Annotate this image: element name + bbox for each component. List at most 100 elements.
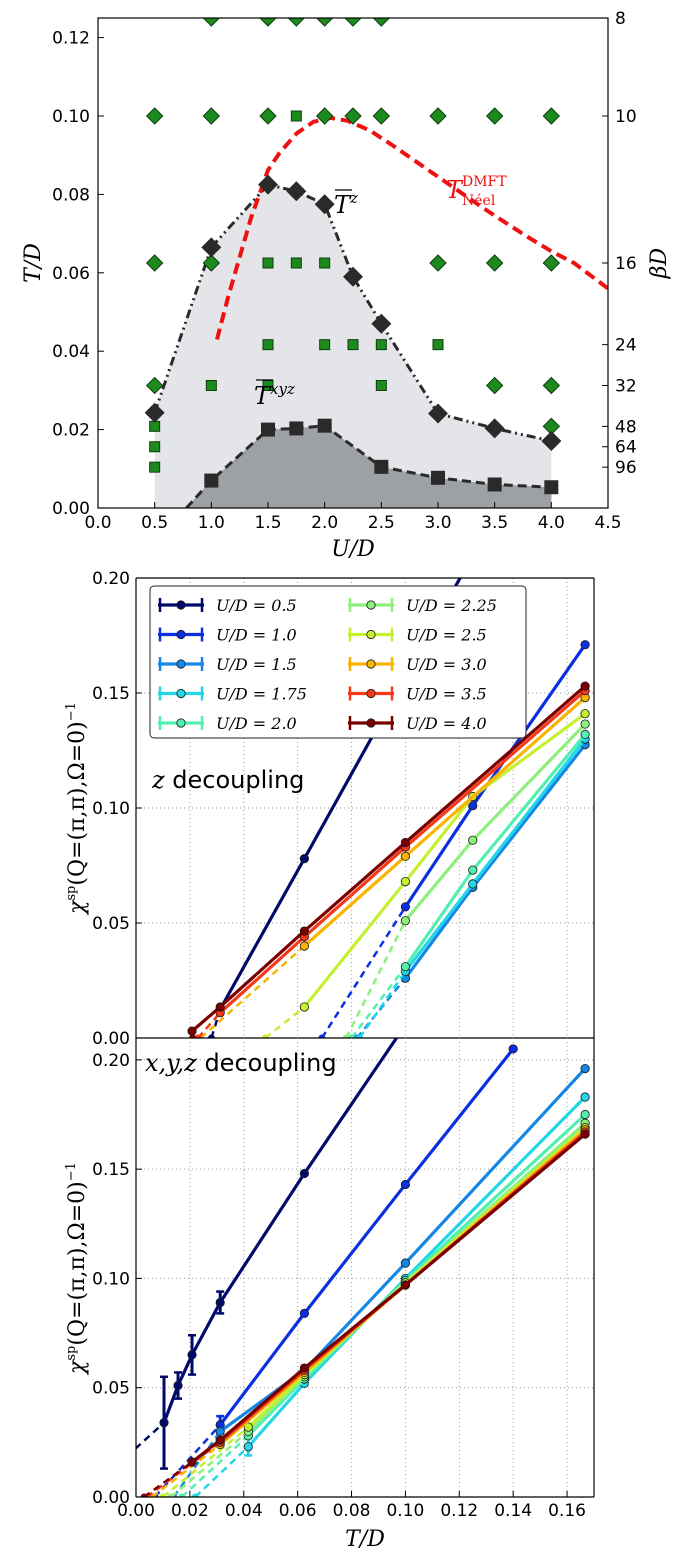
data-point bbox=[580, 681, 590, 691]
data-point bbox=[468, 865, 478, 875]
legend-box bbox=[149, 585, 527, 739]
y-tick-label: 0.20 bbox=[92, 569, 130, 589]
legend-label: U/D = 1.75 bbox=[216, 685, 307, 704]
y2-tick-label: 10 bbox=[615, 107, 637, 127]
tz-marker bbox=[201, 237, 222, 258]
y-tick-label: 0.05 bbox=[92, 1379, 130, 1399]
data-point bbox=[580, 729, 590, 740]
dmft-square-marker bbox=[149, 461, 161, 473]
y-tick-label: 0.00 bbox=[92, 1029, 130, 1049]
x-tick-label: 0.02 bbox=[171, 1501, 209, 1521]
zero-marker bbox=[207, 1034, 215, 1038]
y-tick-label: 0.10 bbox=[52, 107, 90, 127]
data-point bbox=[215, 1426, 225, 1437]
data-point bbox=[400, 1179, 411, 1190]
x-tick-label: 0.10 bbox=[386, 1501, 424, 1521]
x-tick-label: 1.5 bbox=[254, 513, 281, 533]
zero-marker bbox=[356, 1034, 364, 1038]
y-tick-label: 0.02 bbox=[52, 421, 90, 441]
bottom-x-axis-label: T/D bbox=[345, 1527, 385, 1552]
legend-label: U/D = 2.5 bbox=[406, 626, 487, 645]
x-tick-label: 0.14 bbox=[494, 1501, 532, 1521]
extrapolation-line bbox=[350, 965, 407, 1038]
txyz-annotation: Txyz bbox=[254, 380, 295, 410]
dmft-diamond-marker bbox=[145, 376, 164, 395]
data-point bbox=[243, 1442, 253, 1452]
data-point bbox=[400, 1258, 411, 1268]
dmft-diamond-marker bbox=[344, 107, 362, 125]
y2-tick-label: 32 bbox=[615, 377, 637, 397]
txyz-marker bbox=[289, 421, 304, 436]
x-axis-label: U/D bbox=[331, 537, 375, 562]
legend-swatch-marker bbox=[176, 659, 186, 669]
txyz-marker bbox=[261, 422, 275, 437]
x-tick-label: 2.0 bbox=[311, 513, 338, 533]
top-plot-area bbox=[144, 18, 608, 508]
x-tick-label: 3.0 bbox=[424, 513, 451, 533]
zero-marker bbox=[178, 1493, 186, 1497]
series-line bbox=[219, 1067, 587, 1433]
series-line bbox=[218, 1047, 515, 1426]
dmft-square-marker bbox=[205, 380, 217, 391]
legend-label: U/D = 3.0 bbox=[406, 655, 487, 674]
data-point bbox=[159, 1418, 169, 1428]
zero-marker bbox=[348, 1034, 356, 1038]
legend-swatch-marker bbox=[366, 600, 376, 610]
legend-label: U/D = 1.5 bbox=[216, 655, 297, 674]
data-point bbox=[401, 1021, 409, 1029]
z-decoupling-note: z decoupling bbox=[151, 766, 304, 794]
tz-marker bbox=[428, 403, 448, 424]
data-point bbox=[173, 1380, 183, 1391]
x-tick-label: 4.0 bbox=[538, 513, 565, 533]
dmft-square-marker bbox=[375, 380, 387, 391]
dmft-diamond-marker bbox=[485, 376, 504, 395]
extrapolation-line bbox=[358, 970, 407, 1038]
chi-y-label-bot: χsp(Q=(π,π),Ω=0)−1 bbox=[64, 1162, 90, 1376]
extrapolation-line bbox=[180, 1434, 250, 1497]
data-point bbox=[187, 1457, 197, 1467]
x-tick-label: 1.0 bbox=[198, 513, 225, 533]
y2-tick-label: 48 bbox=[615, 417, 637, 437]
data-point bbox=[400, 916, 411, 926]
z-decoupling-panel: 0.00 0.05 0.10 0.15 0.20 z decoupling χsp(Q=(π… bbox=[64, 569, 595, 1049]
x-tick-label: 0.00 bbox=[117, 1501, 155, 1521]
data-point bbox=[215, 1297, 225, 1308]
x-tick-label: 2.5 bbox=[368, 513, 395, 533]
x-tick-label: 0.0 bbox=[84, 513, 111, 533]
tneel-curve bbox=[215, 115, 608, 340]
data-point bbox=[400, 902, 411, 912]
legend-swatch-marker bbox=[366, 629, 376, 640]
legend-label: U/D = 0.5 bbox=[216, 596, 297, 615]
txyz-marker bbox=[431, 470, 445, 485]
tz-marker bbox=[314, 194, 335, 215]
data-point bbox=[215, 1435, 225, 1445]
y2-tick-label: 64 bbox=[615, 438, 637, 458]
data-point bbox=[400, 837, 411, 848]
data-point bbox=[468, 879, 478, 889]
dmft-square-marker bbox=[319, 339, 331, 351]
y-tick-label: 0.15 bbox=[92, 1160, 130, 1180]
x-tick-label: 4.5 bbox=[594, 513, 621, 533]
zero-marker bbox=[318, 1034, 326, 1038]
xyz-decoupling-panel: 0.000.050.100.150.200.00 0.02 0.04 0.06 0.08… bbox=[64, 1021, 595, 1552]
dmft-square-marker bbox=[290, 110, 302, 122]
plot-area bbox=[79, 1021, 590, 1501]
data-point bbox=[215, 1002, 225, 1012]
zero-marker bbox=[342, 1034, 350, 1038]
data-point bbox=[580, 1092, 590, 1102]
data-point bbox=[400, 876, 411, 887]
dmft-diamond-marker bbox=[202, 107, 221, 125]
dmft-diamond-marker bbox=[315, 107, 334, 125]
zero-marker bbox=[79, 1494, 86, 1501]
dmft-diamond-marker bbox=[372, 107, 391, 125]
plot-area bbox=[187, 578, 590, 1038]
extrapolation-line bbox=[320, 906, 407, 1038]
dmft-diamond-marker bbox=[542, 107, 561, 125]
x-tick-label: 3.5 bbox=[481, 513, 508, 533]
data-point bbox=[187, 1350, 197, 1360]
dmft-square-marker bbox=[149, 441, 161, 453]
y-tick-label: 0.04 bbox=[52, 342, 90, 362]
legend-label: U/D = 2.25 bbox=[406, 596, 497, 615]
dmft-square-marker bbox=[375, 339, 387, 351]
data-point bbox=[580, 1129, 590, 1139]
